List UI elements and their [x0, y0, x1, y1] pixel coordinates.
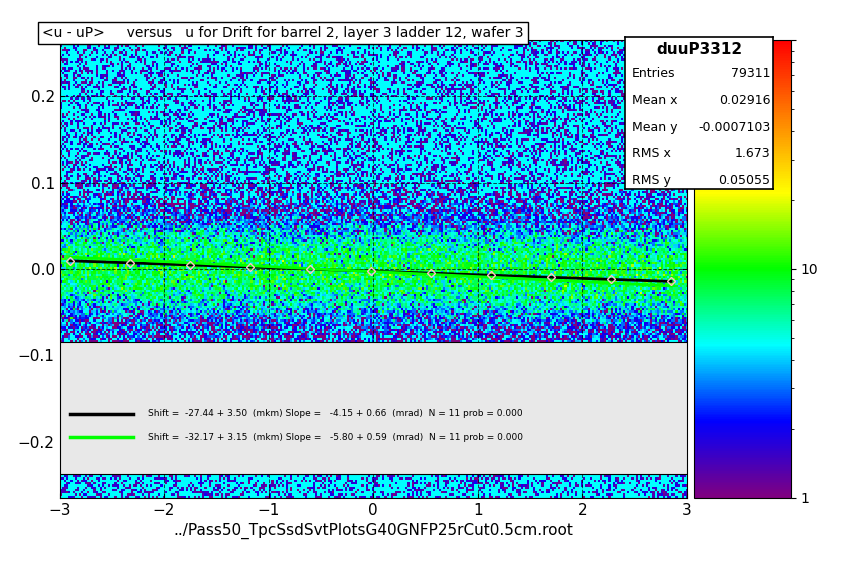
Text: duuP3312: duuP3312	[656, 42, 742, 57]
Text: 1.673: 1.673	[735, 147, 770, 160]
Text: 79311: 79311	[731, 67, 770, 81]
Text: Mean y: Mean y	[632, 121, 677, 133]
X-axis label: ../Pass50_TpcSsdSvtPlotsG40GNFP25rCut0.5cm.root: ../Pass50_TpcSsdSvtPlotsG40GNFP25rCut0.5…	[173, 523, 573, 539]
Text: Shift =  -32.17 + 3.15  (mkm) Slope =   -5.80 + 0.59  (mrad)  N = 11 prob = 0.00: Shift = -32.17 + 3.15 (mkm) Slope = -5.8…	[149, 432, 524, 442]
Text: -0.0007103: -0.0007103	[698, 121, 770, 133]
Text: Entries: Entries	[632, 67, 676, 81]
Text: RMS y: RMS y	[632, 174, 671, 186]
Text: 0.02916: 0.02916	[719, 94, 770, 107]
Bar	[60, 342, 687, 474]
Text: Shift =  -27.44 + 3.50  (mkm) Slope =   -4.15 + 0.66  (mrad)  N = 11 prob = 0.00: Shift = -27.44 + 3.50 (mkm) Slope = -4.1…	[149, 410, 523, 418]
Text: <u - uP>     versus   u for Drift for barrel 2, layer 3 ladder 12, wafer 3: <u - uP> versus u for Drift for barrel 2…	[42, 26, 524, 39]
Text: Mean x: Mean x	[632, 94, 677, 107]
Text: RMS x: RMS x	[632, 147, 671, 160]
Text: 0.05055: 0.05055	[718, 174, 770, 186]
